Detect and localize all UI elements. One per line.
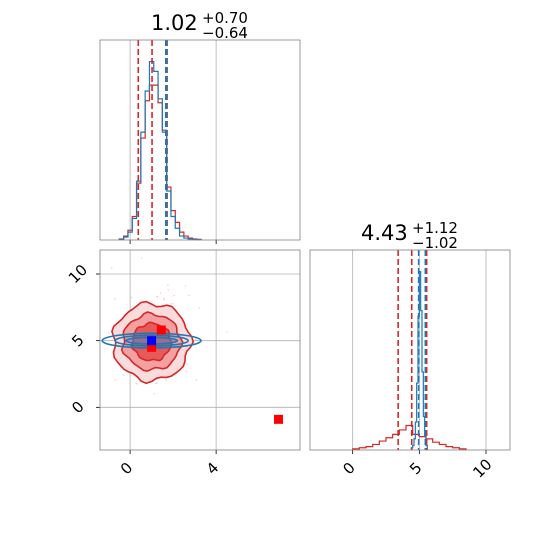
marker-series-a <box>273 414 283 424</box>
axes-frame <box>99 39 301 241</box>
sample-point <box>114 298 116 300</box>
histogram-series-b <box>118 60 202 241</box>
title-param1-plus: +1.12 <box>412 219 458 237</box>
histogram-series-a <box>352 424 467 450</box>
sample-point <box>163 297 165 299</box>
sample-point <box>135 382 137 384</box>
title-param0: 1.02 +0.70 −0.64 <box>151 9 248 42</box>
title-param1: 4.43 +1.12 −1.02 <box>361 219 458 252</box>
histogram-param1-panel: 0 5 10 <box>309 249 511 482</box>
sample-point <box>153 393 156 395</box>
sample-point <box>163 298 165 300</box>
sample-point <box>170 303 172 305</box>
x-tick-label: 0 <box>339 459 358 478</box>
sample-point <box>186 363 188 365</box>
x-tick-label: 0 <box>117 459 136 478</box>
sample-point <box>159 292 162 294</box>
marker-series-b <box>147 336 157 346</box>
histogram-param0-panel <box>99 39 301 244</box>
title-param0-minus: −0.64 <box>202 24 248 42</box>
y-tick-label: 0 <box>68 398 87 417</box>
sample-point <box>165 379 167 381</box>
sample-point <box>167 289 169 291</box>
histogram-series-a <box>118 84 202 241</box>
sample-point <box>195 379 198 381</box>
sample-point <box>198 307 200 309</box>
sample-point <box>155 382 157 385</box>
title-param0-plus: +0.70 <box>202 9 248 27</box>
contour-2d-panel: 0 4 0 5 10 <box>65 249 301 478</box>
sample-point <box>173 294 175 297</box>
marker-series-a <box>156 325 166 335</box>
sample-point <box>172 303 174 305</box>
title-param1-minus: −1.02 <box>412 234 458 252</box>
title-param1-value: 4.43 <box>361 221 408 245</box>
sample-point <box>156 295 158 298</box>
sample-point <box>111 267 113 269</box>
sample-point <box>140 257 143 259</box>
axes-frame <box>99 249 301 451</box>
axes-frame <box>309 249 511 451</box>
sample-point <box>167 284 169 286</box>
sample-point <box>136 383 138 385</box>
sample-point <box>184 285 187 287</box>
sample-point <box>185 370 187 372</box>
sample-point <box>194 338 197 340</box>
sample-point <box>122 374 125 376</box>
sample-point <box>188 294 190 297</box>
x-tick-label: 4 <box>203 459 222 478</box>
y-tick-label: 10 <box>65 261 91 287</box>
sample-point <box>107 331 109 334</box>
x-tick-label: 10 <box>469 455 495 481</box>
sample-point <box>114 379 116 381</box>
sample-point <box>130 296 133 299</box>
sample-point <box>156 382 158 384</box>
x-tick-label: 5 <box>406 459 425 478</box>
sample-point <box>226 331 228 333</box>
title-param0-value: 1.02 <box>151 11 198 35</box>
marker-series-a <box>147 342 157 352</box>
y-tick-label: 5 <box>68 331 87 350</box>
